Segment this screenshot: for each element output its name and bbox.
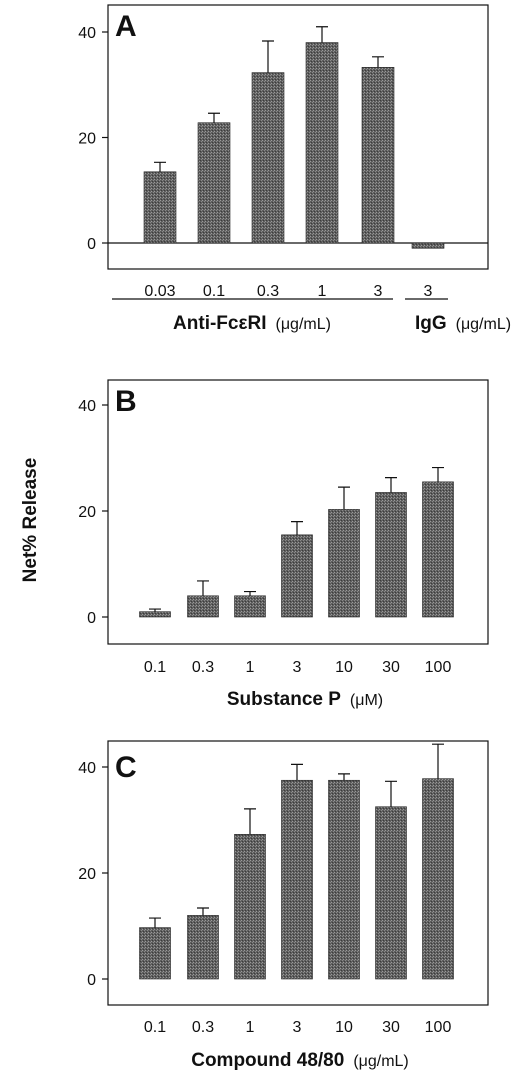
igg-label: IgG (415, 313, 447, 334)
x-tick-label: 0.03 (144, 283, 175, 300)
error-bar (244, 590, 256, 596)
panel-c-x-tick-labels: 0.1 0.3 1 3 10 30 100 (144, 1019, 452, 1036)
bar (328, 509, 360, 618)
x-tick-label: 30 (382, 659, 400, 676)
x-tick-label: 3 (293, 1019, 302, 1036)
panel-a-letter: A (115, 10, 137, 43)
error-bar (385, 780, 397, 807)
bar (422, 778, 454, 980)
error-bar (291, 763, 303, 781)
x-tick-label: 100 (425, 659, 452, 676)
bar (197, 122, 231, 244)
bar (361, 67, 395, 244)
error-bar (197, 907, 209, 916)
bar (305, 42, 339, 244)
x-tick-label: 3 (293, 659, 302, 676)
bar (411, 242, 445, 249)
x-tick-label: 0.3 (192, 1019, 214, 1036)
x-tick-label: 3 (424, 283, 433, 300)
bar (234, 834, 266, 980)
error-bar (291, 521, 303, 535)
panel-c-x-axis-title: Compound 48/80 (μg/mL) (191, 1050, 409, 1071)
error-bar (338, 773, 350, 781)
error-bar (154, 161, 166, 172)
bar (251, 72, 285, 244)
panel-a-x-tick-labels: 0.03 0.1 0.3 1 3 3 (144, 283, 432, 300)
compound-48-80-unit: (μg/mL) (353, 1053, 408, 1070)
x-tick-label: 1 (318, 283, 327, 300)
bar (187, 595, 219, 618)
compound-48-80-label: Compound 48/80 (191, 1050, 344, 1071)
x-tick-label: 0.3 (257, 283, 279, 300)
error-bar (338, 486, 350, 510)
bar (139, 927, 171, 980)
bar (375, 806, 407, 980)
y-tick-label: 40 (78, 760, 96, 777)
error-bar (208, 112, 220, 123)
anti-fceri-group-title: Anti-FcεRI (μg/mL) (173, 313, 331, 334)
bar (234, 595, 266, 618)
bar (187, 915, 219, 980)
panel-b-bars (139, 466, 454, 618)
error-bar (432, 743, 444, 779)
error-bar (149, 917, 161, 928)
bar (281, 534, 313, 618)
panel-b-x-tick-labels: 0.1 0.3 1 3 10 30 100 (144, 659, 452, 676)
x-tick-label: 1 (246, 659, 255, 676)
x-tick-label: 0.3 (192, 659, 214, 676)
y-tick-label: 0 (87, 972, 96, 989)
panel-c-letter: C (115, 751, 137, 784)
y-tick-label: 20 (78, 866, 96, 883)
panel-b: B 0 20 40 0.1 0.3 1 3 10 30 100 Substance P (μM) (78, 379, 489, 710)
panel-b-letter: B (115, 385, 137, 418)
y-axis-label: Net% Release (20, 458, 41, 583)
y-tick-label: 20 (78, 131, 96, 148)
panel-b-frame (107, 379, 489, 645)
anti-fceri-unit: (μg/mL) (276, 316, 331, 333)
substance-p-unit: (μM) (350, 692, 383, 709)
y-tick-label: 0 (87, 236, 96, 253)
y-tick-label: 40 (78, 398, 96, 415)
x-tick-label: 0.1 (144, 659, 166, 676)
x-tick-label: 10 (335, 659, 353, 676)
x-tick-label: 0.1 (203, 283, 225, 300)
anti-fceri-label: Anti-FcεRI (173, 313, 266, 334)
panel-a: A 0 20 40 0.03 0.1 0.3 1 3 3 Anti-FcεRI (μg/mL)… (78, 4, 511, 334)
error-bar (385, 477, 397, 493)
error-bar (244, 808, 256, 835)
x-tick-label: 30 (382, 1019, 400, 1036)
panel-c-bars (139, 743, 454, 980)
bar (281, 779, 313, 980)
x-tick-label: 0.1 (144, 1019, 166, 1036)
error-bar (316, 26, 328, 43)
error-bar (149, 608, 161, 612)
igg-unit: (μg/mL) (456, 316, 511, 333)
substance-p-label: Substance P (227, 689, 341, 710)
error-bar (262, 40, 274, 73)
y-tick-label: 0 (87, 610, 96, 627)
y-tick-label: 20 (78, 504, 96, 521)
error-bar (197, 580, 209, 596)
panel-a-y-axis: 0 20 40 (78, 25, 108, 253)
bar (422, 481, 454, 618)
bar (375, 492, 407, 618)
panel-a-bars (143, 26, 445, 249)
error-bar (372, 56, 384, 68)
bar (139, 611, 171, 618)
panel-b-x-axis-title: Substance P (μM) (227, 689, 383, 710)
y-tick-label: 40 (78, 25, 96, 42)
x-tick-label: 100 (425, 1019, 452, 1036)
error-bar (432, 466, 444, 482)
x-tick-label: 3 (374, 283, 383, 300)
bar (328, 779, 360, 980)
panel-c: C 0 20 40 0.1 0.3 1 3 10 30 100 Compound 48/80 (… (78, 740, 489, 1071)
panel-c-y-axis: 0 20 40 (78, 760, 108, 989)
igg-group-title: IgG (μg/mL) (415, 313, 511, 334)
panel-b-y-axis: 0 20 40 (78, 398, 108, 627)
bar (143, 171, 177, 244)
x-tick-label: 1 (246, 1019, 255, 1036)
x-tick-label: 10 (335, 1019, 353, 1036)
